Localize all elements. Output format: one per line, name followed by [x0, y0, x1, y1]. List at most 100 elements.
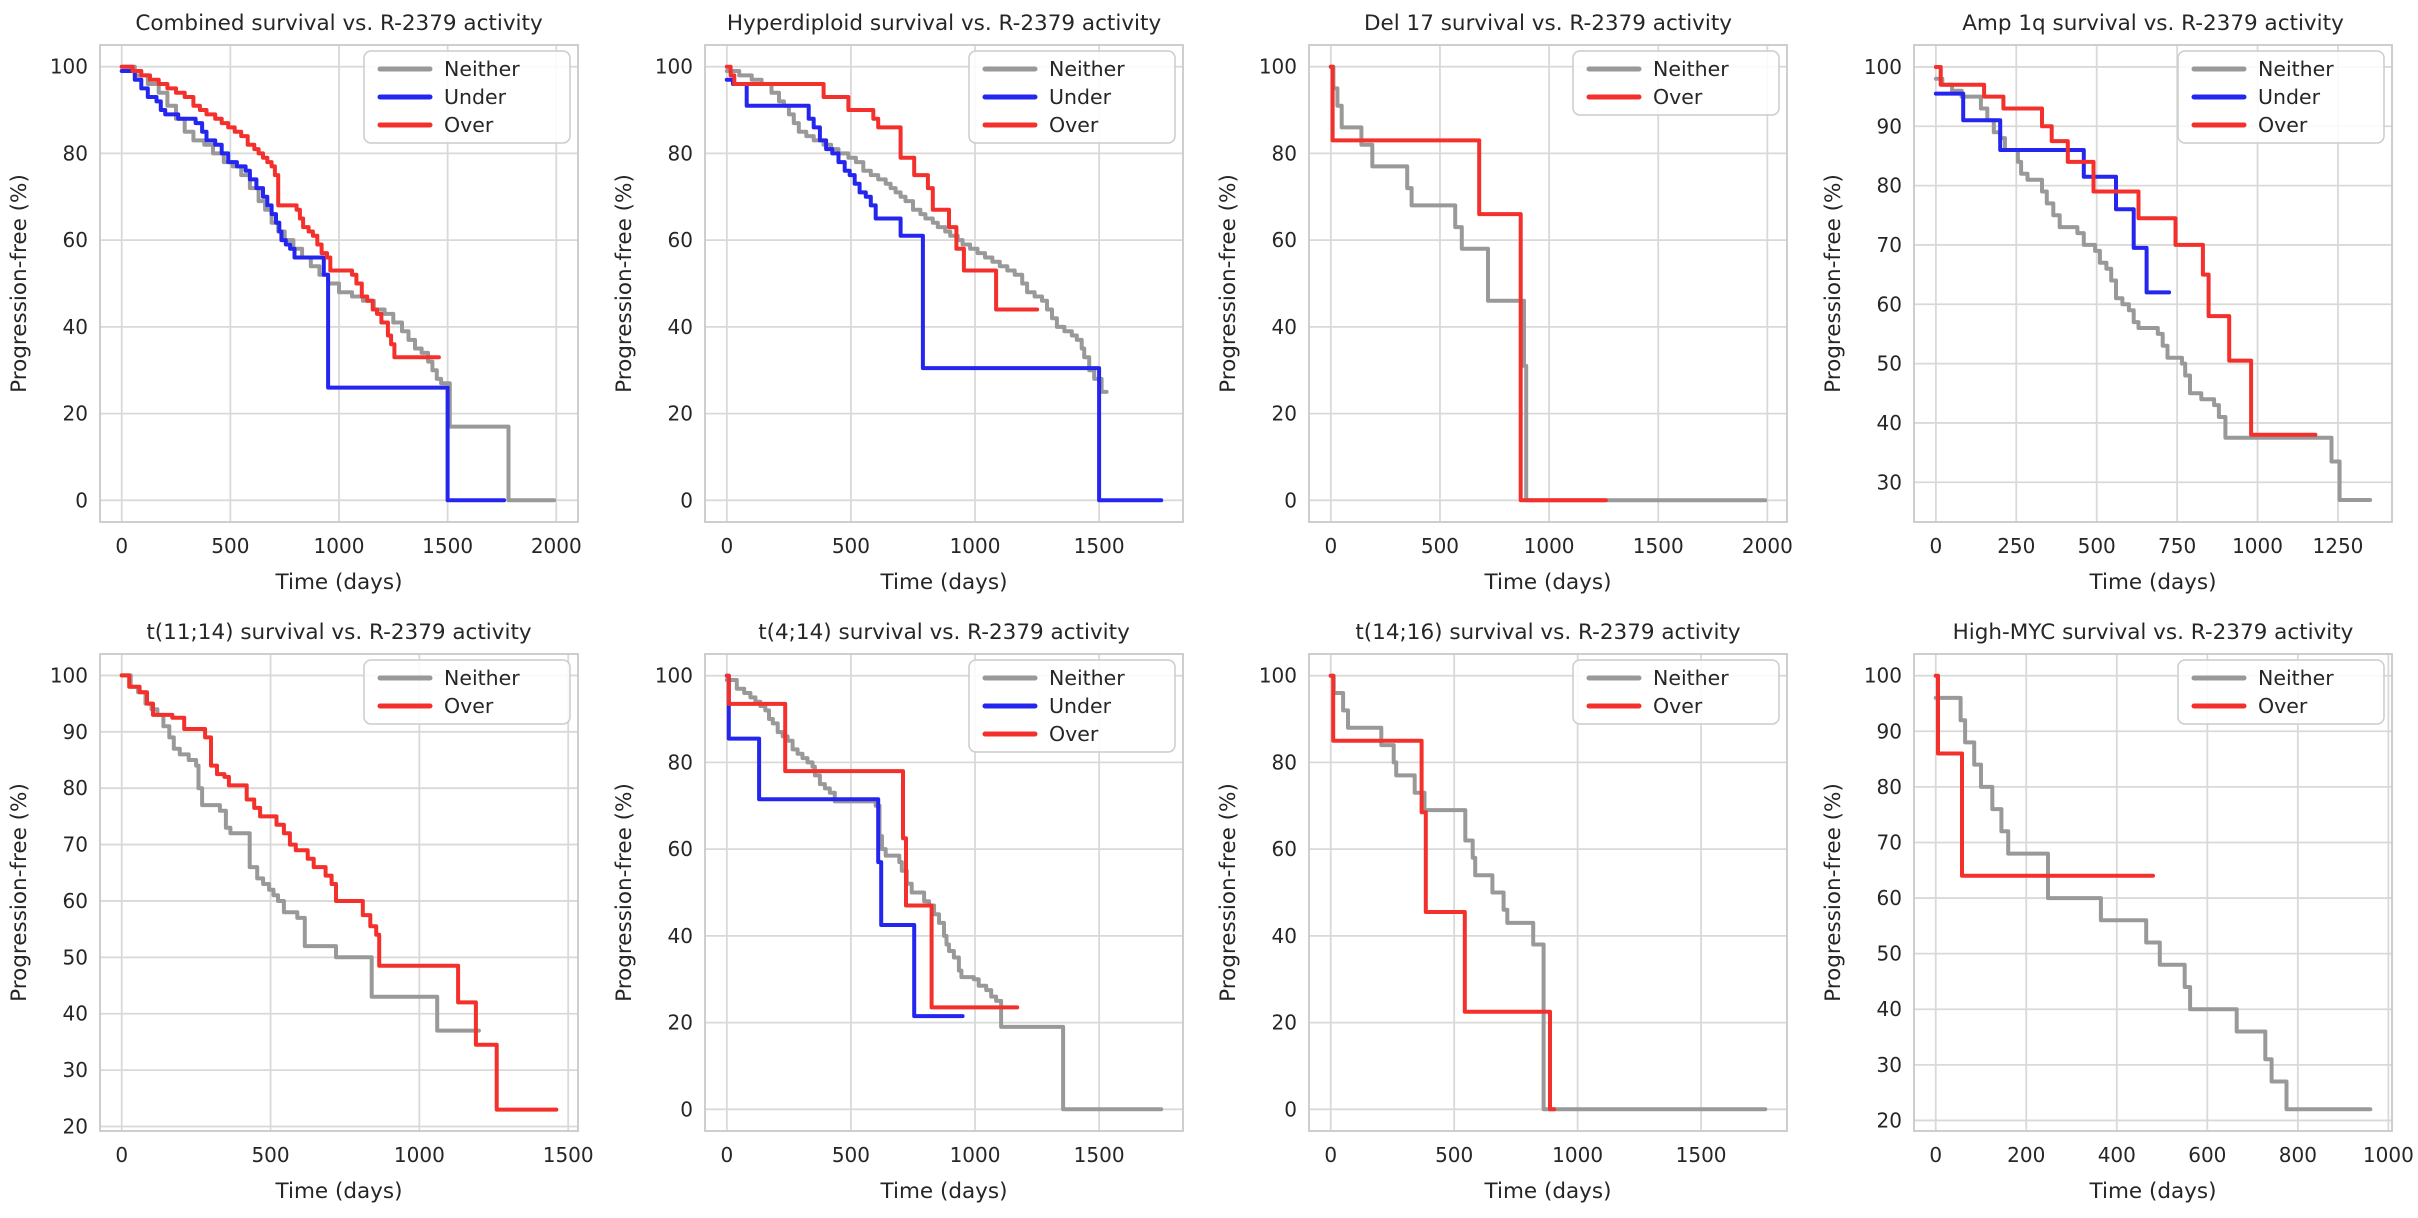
x-tick-label: 1000	[2232, 534, 2283, 558]
y-tick-label: 20	[667, 1011, 692, 1035]
x-tick-label: 1000	[949, 1143, 1000, 1167]
x-axis-label: Time (days)	[275, 1179, 403, 1204]
x-tick-label: 500	[2077, 534, 2115, 558]
subplot-t4-14: 0 500 1000 1500 0 20 40 60 80 100 t(4;14) survival…	[604, 609, 1209, 1218]
chart-title: Combined survival vs. R-2379 activity	[135, 11, 543, 36]
y-tick-label: 20	[63, 402, 88, 426]
legend-label-under: Under	[444, 85, 507, 109]
y-axis-label: Progression-free (%)	[1821, 783, 1846, 1002]
subplot-hyperdiploid-canvas: 0 500 1000 1500 0 20 40 60 80 100 Hyperdiploid sur…	[604, 0, 1209, 609]
y-tick-label: 40	[1272, 315, 1297, 339]
x-axis-label: Time (days)	[1484, 570, 1612, 595]
y-tick-label: 100	[1863, 664, 1901, 688]
series-line-over	[119, 673, 559, 1112]
x-tick-label: 1000	[1552, 1143, 1603, 1167]
axes-border	[1308, 653, 1788, 1132]
x-tick-label: 600	[2188, 1143, 2226, 1167]
y-tick-label: 100	[50, 663, 88, 687]
legend-label-neither: Neither	[1653, 666, 1729, 690]
x-tick-label: 1000	[394, 1143, 445, 1167]
tick-labels: 0 500 1000 1500 0 20 40 60 80 100	[654, 55, 1124, 558]
y-tick-label: 20	[1272, 1011, 1297, 1035]
x-tick-label: 1500	[1073, 1143, 1124, 1167]
legend: Neither Over	[363, 659, 571, 725]
y-tick-label: 100	[50, 55, 88, 79]
y-tick-label: 100	[1259, 55, 1297, 79]
legend-label-over: Over	[444, 694, 494, 718]
x-tick-label: 2000	[1742, 534, 1793, 558]
x-tick-label: 200	[2007, 1143, 2045, 1167]
legend: Neither Over	[1572, 659, 1780, 725]
subplot-high-myc: 0 200 400 600 800 1000 20 30 40 50 60 70 80 90 100 High…	[1813, 609, 2418, 1218]
y-tick-label: 80	[667, 141, 692, 165]
subplot-del17-canvas: 0 500 1000 1500 2000 0 20 40 60 80 100 Del 17 survi…	[1209, 0, 1814, 609]
x-tick-label: 0	[1324, 1143, 1337, 1167]
chart-title: Hyperdiploid survival vs. R-2379 activit…	[726, 11, 1161, 36]
y-tick-label: 40	[667, 924, 692, 948]
y-tick-label: 40	[1272, 924, 1297, 948]
x-tick-label: 1000	[2362, 1143, 2413, 1167]
y-tick-label: 100	[1863, 55, 1901, 79]
y-tick-label: 60	[1272, 228, 1297, 252]
legend-label-neither: Neither	[2258, 666, 2334, 690]
x-tick-label: 0	[1929, 1143, 1942, 1167]
chart-title: High-MYC survival vs. R-2379 activity	[1952, 620, 2353, 645]
x-tick-label: 0	[115, 534, 128, 558]
legend: Neither Under Over	[2176, 50, 2385, 144]
axes-border	[1912, 653, 2393, 1132]
x-tick-label: 1500	[1676, 1143, 1727, 1167]
y-tick-label: 40	[63, 315, 88, 339]
y-tick-label: 0	[1284, 1097, 1297, 1121]
axes-border	[99, 653, 579, 1132]
x-tick-label: 250	[1997, 534, 2035, 558]
y-tick-label: 50	[63, 945, 88, 969]
y-tick-label: 100	[654, 664, 692, 688]
y-tick-label: 80	[63, 776, 88, 800]
tick-labels: 0 500 1000 1500 2000 0 20 40 60 80 100	[1259, 55, 1793, 558]
y-tick-label: 40	[667, 315, 692, 339]
y-tick-label: 60	[1876, 886, 1901, 910]
y-axis-label: Progression-free (%)	[7, 783, 32, 1002]
axes-border	[1912, 44, 2393, 523]
legend-label-over: Over	[1049, 113, 1099, 137]
subplot-high-myc-canvas: 0 200 400 600 800 1000 20 30 40 50 60 70 80 90 100 High…	[1813, 609, 2418, 1218]
series-line-neither	[1328, 673, 1768, 1112]
y-axis-label: Progression-free (%)	[1216, 783, 1241, 1002]
axes-border	[99, 44, 579, 523]
legend-label-over: Over	[2258, 694, 2308, 718]
x-tick-label: 500	[211, 534, 249, 558]
chart-title: t(14;16) survival vs. R-2379 activity	[1355, 620, 1741, 645]
legend-box	[967, 50, 1176, 144]
x-tick-label: 400	[2097, 1143, 2135, 1167]
subplot-amp1q-canvas: 0 250 500 750 1000 1250 30 40 50 60 70 80 90 100 Amp 1…	[1813, 0, 2418, 609]
x-tick-label: 1500	[543, 1143, 594, 1167]
y-axis-label: Progression-free (%)	[7, 174, 32, 393]
x-tick-label: 500	[1435, 1143, 1473, 1167]
legend-label-neither: Neither	[1049, 57, 1125, 81]
legend-label-neither: Neither	[1049, 666, 1125, 690]
subplot-combined: 0 500 1000 1500 2000 0 20 40 60 80 100 Combined sur…	[0, 0, 605, 609]
legend-label-over: Over	[1049, 722, 1099, 746]
tick-labels: 0 200 400 600 800 1000 20 30 40 50 60 70 80 90 100	[1863, 664, 2413, 1167]
y-tick-label: 80	[1876, 174, 1901, 198]
y-tick-label: 90	[1876, 719, 1901, 743]
legend-box	[2176, 50, 2385, 144]
y-tick-label: 70	[63, 833, 88, 857]
tick-labels: 0 500 1000 1500 2000 0 20 40 60 80 100	[50, 55, 582, 558]
x-tick-label: 2000	[531, 534, 582, 558]
x-tick-label: 800	[2278, 1143, 2316, 1167]
subplot-t14-16: 0 500 1000 1500 0 20 40 60 80 100 t(14;16) surviva…	[1209, 609, 1814, 1218]
y-tick-label: 20	[1272, 402, 1297, 426]
y-tick-label: 70	[1876, 830, 1901, 854]
x-axis-label: Time (days)	[275, 570, 403, 595]
series-line-neither	[724, 69, 1109, 394]
y-tick-label: 30	[1876, 1053, 1901, 1077]
x-tick-label: 0	[720, 1143, 733, 1167]
legend-label-under: Under	[2258, 85, 2321, 109]
x-axis-label: Time (days)	[2088, 1179, 2216, 1204]
x-tick-label: 1000	[314, 534, 365, 558]
y-tick-label: 100	[1259, 664, 1297, 688]
series-line-over	[1328, 673, 1557, 1112]
x-tick-label: 1500	[422, 534, 473, 558]
y-tick-label: 40	[1876, 411, 1901, 435]
